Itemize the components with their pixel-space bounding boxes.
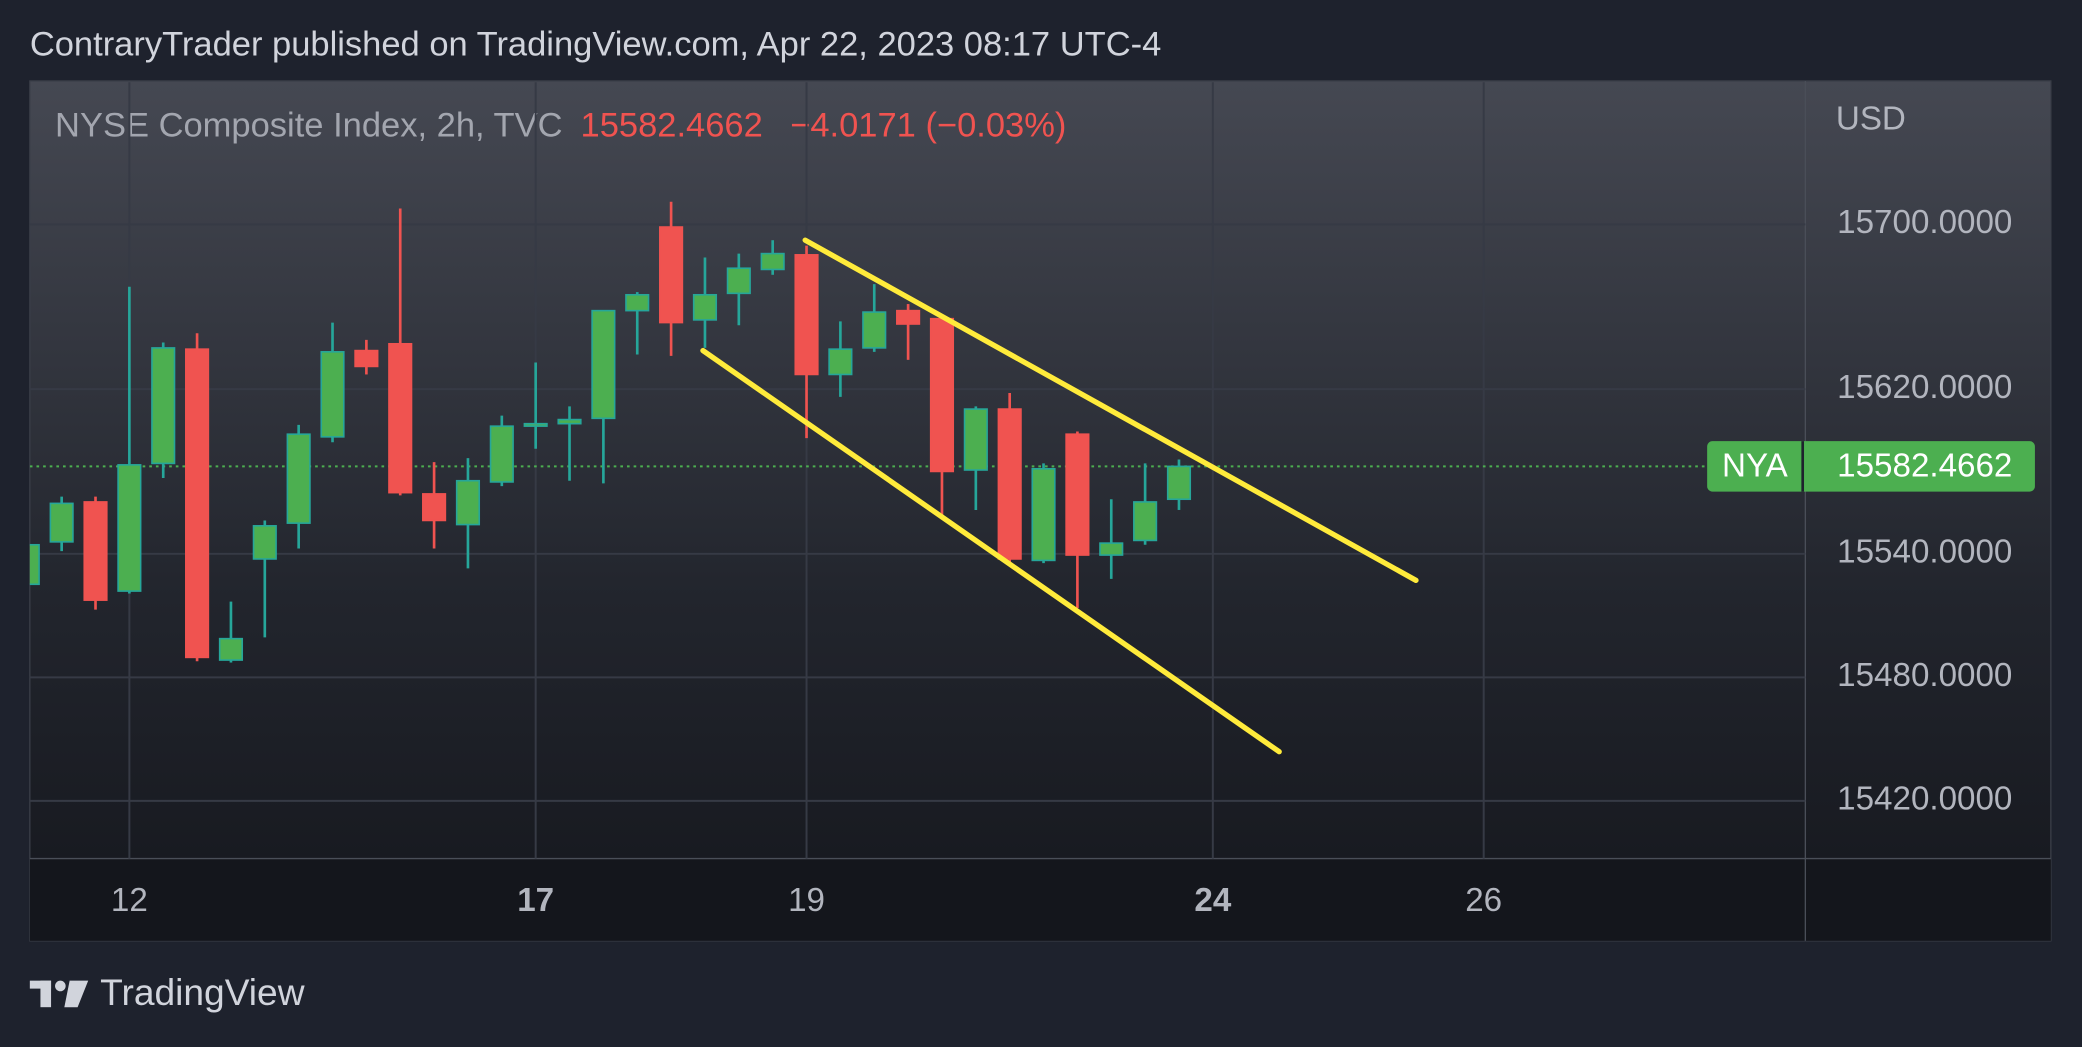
candle-body <box>726 267 751 295</box>
candle-body <box>828 348 853 376</box>
price-tag-value: 15582.4662 <box>1837 447 2012 484</box>
x-tick-label: 12 <box>111 882 148 919</box>
candle-body <box>455 479 481 526</box>
legend-title: NYSE Composite Index, 2h, TVC <box>55 107 563 145</box>
legend-price: 15582.4662 <box>581 107 763 145</box>
y-tick-label: 15540.0000 <box>1837 534 2012 571</box>
candle-body <box>83 501 108 601</box>
price-tag-box <box>1707 441 2035 492</box>
currency: USD <box>1836 101 1906 138</box>
x-tick-label: 19 <box>788 882 825 919</box>
candle-body <box>117 464 142 592</box>
x-tick-label: 24 <box>1194 882 1231 919</box>
candle-body <box>997 408 1022 560</box>
candle-body <box>320 351 345 438</box>
y-tick-label: 15700.0000 <box>1837 204 2012 241</box>
candle-body <box>557 418 582 425</box>
candle-body <box>929 317 955 473</box>
candle-body <box>692 293 718 321</box>
candle-body <box>896 309 921 325</box>
candle-body <box>591 309 616 420</box>
candle-body <box>388 342 413 494</box>
candle-body <box>1166 465 1192 501</box>
trend-line <box>700 347 1282 755</box>
candle-body <box>489 425 514 483</box>
candle-body <box>218 637 244 661</box>
candle-body <box>286 433 311 524</box>
candle-body <box>1099 542 1124 556</box>
candle-body <box>29 543 40 586</box>
y-tick-label: 15620.0000 <box>1837 369 2012 406</box>
candle-body <box>354 349 379 368</box>
candle-body <box>659 226 684 324</box>
candle-body <box>963 408 988 471</box>
logo-part <box>64 980 89 1008</box>
candle-body <box>252 525 277 560</box>
plot-area <box>29 201 1806 755</box>
candle-body <box>794 254 819 376</box>
candle-body <box>1065 433 1090 556</box>
grid <box>29 82 1806 859</box>
y-tick-label: 15420.0000 <box>1837 781 2012 818</box>
candle-body <box>49 502 74 543</box>
time-axis <box>29 858 2051 941</box>
candle-body <box>422 493 447 522</box>
candle-body <box>760 252 785 271</box>
candle-body <box>523 422 548 427</box>
candle-body <box>151 347 176 465</box>
logo-part <box>55 980 66 992</box>
candle-body <box>1133 501 1158 542</box>
trend-line <box>802 237 1419 584</box>
price-tag-symbol: NYA <box>1722 447 1789 484</box>
candle-body <box>862 311 887 349</box>
x-tick-label: 26 <box>1465 882 1502 919</box>
price-tag: NYA 15582.4662 <box>1707 441 2035 492</box>
candle-body <box>1031 467 1056 562</box>
candle-body <box>185 348 210 659</box>
header: ContraryTrader published on TradingView.… <box>30 26 1161 64</box>
logo-part <box>40 980 52 1008</box>
logo <box>29 980 89 1008</box>
legend-change: −4.0171 (−0.03%) <box>790 107 1066 145</box>
candle-body <box>625 293 650 312</box>
brand: TradingView <box>100 971 305 1013</box>
x-tick-label: 17 <box>517 882 554 919</box>
y-tick-label: 15480.0000 <box>1837 657 2012 694</box>
